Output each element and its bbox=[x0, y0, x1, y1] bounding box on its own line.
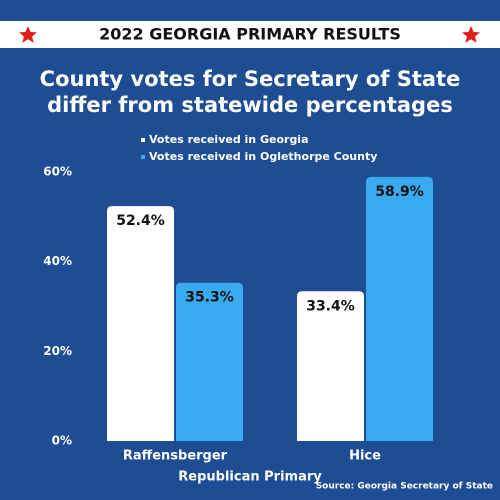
banner-title: 2022 GEORGIA PRIMARY RESULTS bbox=[99, 25, 401, 44]
banner bbox=[0, 21, 500, 48]
y-tick-label: 40% bbox=[43, 254, 72, 268]
legend-swatch bbox=[141, 155, 145, 159]
value-label: 58.9% bbox=[375, 184, 424, 200]
x-tick-label: Raffensberger bbox=[123, 449, 228, 464]
x-axis-label: Republican Primary bbox=[178, 470, 322, 485]
value-label: 35.3% bbox=[185, 290, 234, 306]
bar bbox=[297, 291, 364, 441]
value-label: 52.4% bbox=[116, 213, 165, 229]
y-tick-label: 20% bbox=[43, 344, 72, 358]
y-tick-label: 60% bbox=[43, 165, 72, 179]
value-label: 33.4% bbox=[306, 298, 355, 314]
y-tick-label: 0% bbox=[52, 434, 72, 448]
star bbox=[462, 26, 480, 43]
legend-label: Votes received in Oglethorpe County bbox=[149, 150, 377, 163]
star bbox=[19, 26, 37, 43]
bar bbox=[107, 206, 174, 441]
chart-title: differ from statewide percentages bbox=[47, 93, 453, 117]
legend-swatch bbox=[141, 138, 145, 142]
bar bbox=[366, 176, 433, 441]
chart-title: County votes for Secretary of State bbox=[40, 67, 461, 91]
x-tick-label: Hice bbox=[349, 449, 381, 464]
bar bbox=[176, 282, 243, 441]
legend-label: Votes received in Georgia bbox=[149, 133, 309, 146]
source: Source: Georgia Secretary of State bbox=[316, 482, 493, 492]
